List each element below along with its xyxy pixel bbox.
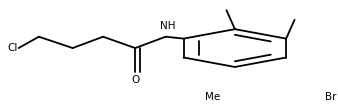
Text: Br: Br <box>325 92 337 102</box>
Text: O: O <box>131 75 139 85</box>
Text: NH: NH <box>160 21 176 31</box>
Text: Cl: Cl <box>8 43 18 53</box>
Text: Me: Me <box>205 92 221 102</box>
